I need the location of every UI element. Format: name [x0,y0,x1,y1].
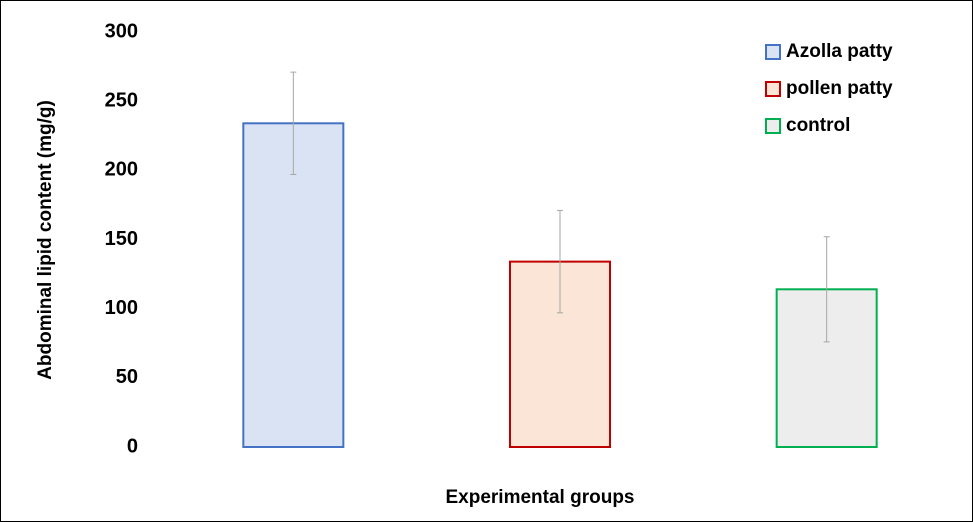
y-tick-label: 200 [105,159,138,181]
legend-label: pollen patty [786,78,893,99]
legend-label: Azolla patty [786,41,893,62]
bar [242,122,345,449]
error-bar [823,236,830,343]
y-tick-label: 150 [105,228,138,250]
error-bar [290,71,297,175]
legend-label: control [786,115,850,136]
y-tick-label: 100 [105,297,138,319]
y-tick-label: 50 [116,366,138,388]
legend-swatch [765,44,781,60]
x-axis-title: Experimental groups [446,487,635,508]
legend-swatch [765,118,781,134]
legend-swatch [765,81,781,97]
y-tick-label: 0 [127,435,138,457]
y-axis-title: Abdominal lipid content (mg/g) [35,100,56,380]
y-tick-label: 250 [105,89,138,111]
error-bar [557,209,563,314]
y-tick-label: 300 [105,20,138,42]
